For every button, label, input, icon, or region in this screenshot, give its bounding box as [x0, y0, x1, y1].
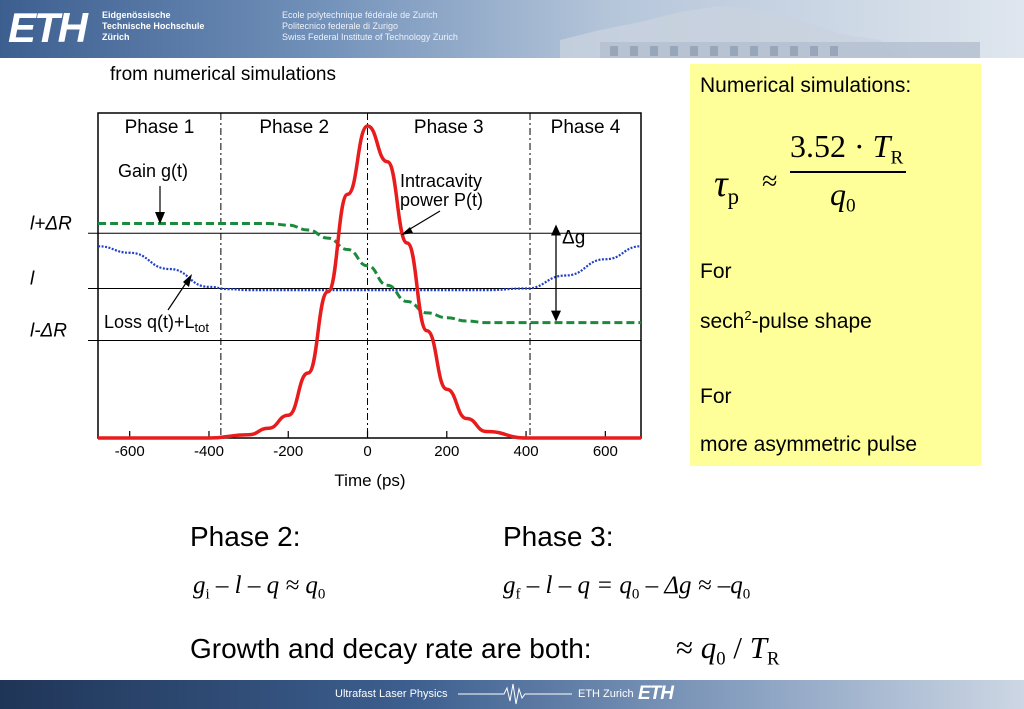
eq-var: g [193, 572, 206, 599]
box-title: Numerical simulations: [700, 74, 912, 97]
pulse-shape-sech2: sech2-pulse shape [700, 308, 872, 334]
gain-label: Gain g(t) [118, 161, 188, 181]
level-label: l-ΔR [30, 321, 67, 342]
eq-sub: f [515, 586, 521, 603]
formula-numerator: 3.52 · TR [790, 128, 903, 170]
delta-g-label: Δg [562, 228, 585, 249]
delta-g-arrowhead-top [551, 224, 561, 236]
pulse-duration-symbol: τp [714, 162, 739, 210]
denominator-variable: q [830, 176, 846, 212]
loss-label: Loss q(t)+Ltot [104, 312, 209, 335]
simulation-results-box: Numerical simulations: τp ≈ 3.52 · TR q0… [690, 64, 981, 466]
loss-pointer [167, 279, 189, 311]
loss-arrowhead [183, 274, 192, 287]
series-line [98, 221, 641, 325]
sech-text: sech [700, 310, 745, 333]
phase2-title: Phase 2: [190, 521, 301, 552]
footer-eth-logo: ETH [638, 683, 674, 704]
phase-label: Phase 1 [125, 117, 195, 138]
footer-bar: Ultrafast Laser Physics ETH Zurich ETH [0, 680, 1024, 709]
tau-symbol: τ [714, 163, 728, 205]
eq-var: q [305, 572, 318, 599]
x-tick-label: 600 [593, 443, 618, 460]
power-pointer [404, 210, 441, 233]
eq-sub: R [766, 648, 780, 670]
power-label-line1: Intracavity [400, 171, 482, 191]
header-banner: ETH Eidgenössische Technische Hochschule… [0, 0, 1024, 58]
growth-decay-equation: ≈ q0 / TR [676, 630, 779, 671]
plot-frame [97, 112, 642, 439]
institution-name-german: Eidgenössische Technische Hochschule Zür… [102, 10, 204, 43]
eq-sub: 0 [716, 648, 726, 670]
x-tick-label: 200 [434, 443, 459, 460]
eq-sub: 0 [317, 586, 326, 603]
denominator-subscript: 0 [846, 195, 856, 217]
institution-name-multilingual: Ecole polytechnique fédérale de Zurich P… [282, 10, 458, 43]
x-tick-label: 0 [363, 443, 371, 460]
delta-g-arrowhead-bottom [551, 310, 561, 322]
fraction-bar [790, 171, 906, 173]
level-label: l+ΔR [30, 213, 72, 234]
gain-arrowhead [155, 212, 165, 224]
institution-line: Politecnico federale di Zurigo [282, 21, 399, 31]
phase3-equation: gf – l – q = q0 – Δg ≈ –q0 [503, 572, 750, 603]
x-tick-label: -600 [115, 443, 145, 460]
footer-course: Ultrafast Laser Physics [335, 688, 448, 700]
eq-var: q [730, 572, 743, 599]
numerator-subscript: R [890, 147, 904, 169]
x-tick-label: -200 [273, 443, 303, 460]
eq-text: / [725, 630, 750, 665]
loss-label-subscript: tot [195, 320, 210, 335]
eq-text: – l – q = [520, 572, 620, 599]
eq-sub: 0 [631, 586, 640, 603]
footer-school: ETH Zurich [578, 688, 634, 700]
building-skyline-image [560, 6, 980, 58]
eq-var: q [700, 630, 717, 665]
growth-decay-text: Growth and decay rate are both: [190, 633, 592, 664]
eq-text: – l – q ≈ [209, 572, 306, 599]
x-axis-label: Time (ps) [334, 471, 405, 490]
power-label-line2: power P(t) [400, 190, 483, 210]
pulse-shape-text: -pulse shape [751, 310, 872, 333]
eq-text: ≈ [676, 630, 701, 665]
x-tick-label: -400 [194, 443, 224, 460]
eq-var: g [503, 572, 516, 599]
eq-var: q [619, 572, 632, 599]
eq-text: – Δg ≈ – [639, 572, 731, 599]
institution-line: Swiss Federal Institute of Technology Zu… [282, 32, 458, 42]
series-line [97, 245, 642, 292]
phase3-title: Phase 3: [503, 521, 614, 552]
eq-sub: 0 [742, 586, 751, 603]
numerator-variable: T [872, 128, 891, 164]
institution-line: Zürich [102, 32, 130, 42]
level-label: l [30, 269, 35, 290]
institution-line: Technische Hochschule [102, 21, 205, 31]
waveform-divider [458, 683, 572, 705]
phase-label: Phase 4 [551, 117, 621, 138]
eq-var: T [749, 630, 767, 665]
phase2-equation: gi – l – q ≈ q0 [193, 572, 325, 603]
numerator-constant: 3.52 · [790, 128, 873, 164]
tau-subscript: p [727, 183, 740, 209]
approx-symbol: ≈ [762, 166, 778, 197]
phase-label: Phase 2 [259, 117, 329, 138]
series-line [97, 124, 641, 440]
institution-line: Eidgenössische [102, 10, 171, 20]
sech-superscript: 2 [744, 308, 752, 323]
for-label-2: For [700, 385, 732, 408]
pulse-shape-asymmetric: more asymmetric pulse [700, 433, 918, 456]
phase-label: Phase 3 [414, 117, 484, 138]
x-tick-label: 400 [514, 443, 539, 460]
formula-denominator: q0 [830, 176, 856, 218]
chart-caption: from numerical simulations [110, 64, 336, 85]
eq-sub: i [205, 586, 210, 603]
eth-logo: ETH [8, 4, 88, 51]
power-arrowhead [401, 227, 413, 235]
for-label-1: For [700, 260, 732, 283]
institution-line: Ecole polytechnique fédérale de Zurich [282, 10, 438, 20]
